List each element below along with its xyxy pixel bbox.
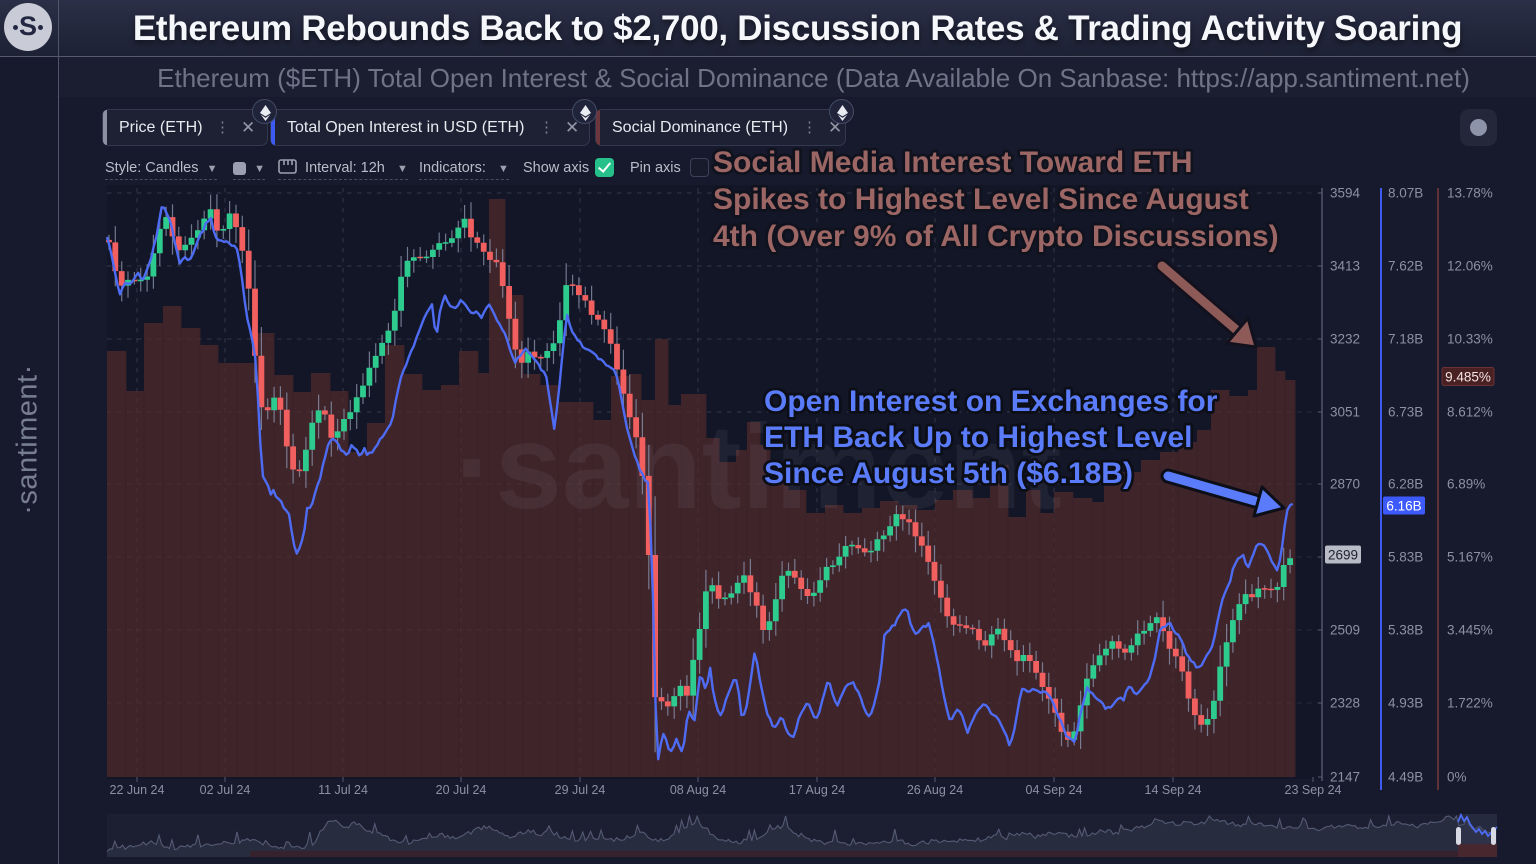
svg-text:3232: 3232 [1330, 332, 1360, 347]
svg-text:7.18B: 7.18B [1388, 332, 1423, 347]
svg-text:12.06%: 12.06% [1447, 259, 1493, 274]
svg-text:Since August 5th ($6.18B): Since August 5th ($6.18B) [764, 457, 1133, 490]
svg-text:3594: 3594 [1330, 186, 1361, 201]
svg-text:26 Aug 24: 26 Aug 24 [907, 783, 963, 797]
svg-text:22 Jun 24: 22 Jun 24 [110, 783, 165, 797]
svg-text:23 Sep 24: 23 Sep 24 [1285, 783, 1342, 797]
svg-text:5.83B: 5.83B [1388, 550, 1423, 565]
svg-text:2870: 2870 [1330, 477, 1360, 492]
svg-text:04 Sep 24: 04 Sep 24 [1026, 783, 1083, 797]
svg-text:3051: 3051 [1330, 405, 1360, 420]
svg-text:6.28B: 6.28B [1388, 477, 1423, 492]
svg-text:5.38B: 5.38B [1388, 623, 1423, 638]
svg-text:13.78%: 13.78% [1447, 186, 1493, 201]
svg-text:2147: 2147 [1330, 770, 1360, 785]
svg-text:4.93B: 4.93B [1388, 696, 1423, 711]
svg-text:11 Jul 24: 11 Jul 24 [318, 783, 368, 797]
svg-text:8.07B: 8.07B [1388, 186, 1423, 201]
svg-text:7.62B: 7.62B [1388, 259, 1423, 274]
svg-text:6.89%: 6.89% [1447, 477, 1485, 492]
svg-text:Spikes to Highest Level Since: Spikes to Highest Level Since August [713, 183, 1249, 216]
svg-text:2328: 2328 [1330, 696, 1360, 711]
svg-text:ETH Back Up to Highest Level: ETH Back Up to Highest Level [764, 421, 1192, 454]
svg-text:14 Sep 24: 14 Sep 24 [1145, 783, 1202, 797]
svg-text:0%: 0% [1447, 770, 1467, 785]
svg-text:02 Jul 24: 02 Jul 24 [200, 783, 251, 797]
svg-text:4th (Over 9% of All Crypto Dis: 4th (Over 9% of All Crypto Discussions) [713, 220, 1279, 253]
svg-text:1.722%: 1.722% [1447, 696, 1493, 711]
svg-text:Open Interest on Exchanges for: Open Interest on Exchanges for [764, 385, 1218, 418]
svg-text:29 Jul 24: 29 Jul 24 [555, 783, 606, 797]
svg-text:2509: 2509 [1330, 623, 1360, 638]
svg-text:Social Media Interest Toward E: Social Media Interest Toward ETH [713, 146, 1193, 179]
svg-text:20 Jul 24: 20 Jul 24 [436, 783, 487, 797]
svg-text:6.73B: 6.73B [1388, 405, 1423, 420]
svg-text:6.16B: 6.16B [1386, 499, 1421, 514]
svg-text:2699: 2699 [1328, 548, 1358, 563]
svg-text:9.485%: 9.485% [1445, 370, 1491, 385]
svg-text:5.167%: 5.167% [1447, 550, 1493, 565]
svg-text:17 Aug 24: 17 Aug 24 [789, 783, 845, 797]
svg-text:8.612%: 8.612% [1447, 405, 1493, 420]
svg-text:4.49B: 4.49B [1388, 770, 1423, 785]
svg-text:08 Aug 24: 08 Aug 24 [670, 783, 726, 797]
svg-text:3413: 3413 [1330, 259, 1360, 274]
svg-text:3.445%: 3.445% [1447, 623, 1493, 638]
svg-text:10.33%: 10.33% [1447, 332, 1493, 347]
